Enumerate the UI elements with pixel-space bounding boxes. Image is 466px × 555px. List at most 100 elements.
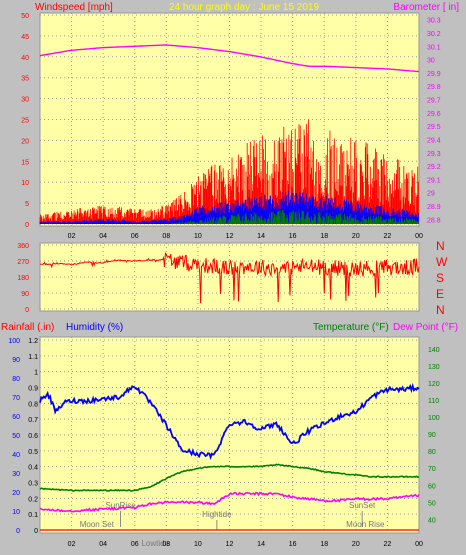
barometer-line	[39, 44, 420, 73]
direction-y-tick: 0	[25, 307, 29, 314]
humidity-grid	[40, 337, 420, 533]
rain-y-tick: 0.3	[28, 481, 38, 488]
barometer-y-tick: 29.2	[427, 164, 441, 171]
compass-label: N	[436, 239, 445, 253]
windspeed-header: Windspeed [mph]	[35, 2, 113, 13]
humidity-line	[39, 382, 420, 461]
direction-y-tick: 90	[21, 291, 29, 298]
rain-y-tick: 0.9	[28, 386, 38, 393]
temperature-line	[39, 463, 420, 492]
direction-series	[39, 252, 420, 304]
wind-x-tick: 04	[99, 233, 107, 240]
rain-y-tick: 0.1	[28, 512, 38, 519]
humidity-series	[39, 382, 420, 531]
dewpoint-line	[39, 491, 420, 513]
astro-label: Lowtide	[141, 539, 169, 548]
wind-y-tick: 25	[21, 118, 29, 125]
rain-y-tick: 0.6	[28, 433, 38, 440]
humidity-y-tick: 40	[12, 452, 20, 459]
barometer-y-tick: 29.7	[427, 98, 441, 105]
barometer-y-tick: 29.1	[427, 177, 441, 184]
wind-series	[39, 44, 420, 224]
humidity-x-tick: 04	[99, 541, 107, 548]
barometer-y-tick: 30	[427, 58, 435, 65]
wind-x-tick: 14	[257, 233, 265, 240]
humidity-axes: 0 0.1 0.2 0.3 0.4 0.5 0.6 0.7 0.8 0.9 1 1.1 1.2 0 10 20…	[8, 338, 439, 548]
wind-x-tick: 00	[415, 233, 423, 240]
temp-y-tick: 130	[428, 364, 440, 371]
wind-x-tick: 22	[384, 233, 392, 240]
astro-label: SunSet	[349, 501, 376, 510]
temperature-header: Temperature (°F)	[313, 322, 389, 333]
wind-x-tick: 10	[194, 233, 202, 240]
humidity-x-tick: 18	[320, 541, 328, 548]
temp-y-tick: 100	[428, 415, 440, 422]
wind-x-tick: 12	[226, 233, 234, 240]
direction-y-tick: 270	[17, 259, 29, 266]
humidity-x-tick: 22	[384, 541, 392, 548]
direction-y-tick: 360	[17, 243, 29, 250]
compass-label: N	[436, 303, 445, 317]
temp-y-tick: 110	[428, 398, 439, 405]
humidity-y-tick: 50	[12, 433, 20, 440]
wind-x-tick: 18	[320, 233, 328, 240]
barometer-y-tick: 30.2	[427, 31, 441, 38]
wind-y-tick: 5	[25, 201, 29, 208]
humidity-x-tick: 08	[162, 541, 170, 548]
temp-y-tick: 40	[428, 517, 436, 524]
direction-y-tick: 180	[17, 275, 29, 282]
compass-label: W	[436, 255, 448, 269]
wind-x-tick: 08	[162, 233, 170, 240]
rain-y-tick: 1	[34, 370, 38, 377]
wind-y-tick: 50	[21, 13, 29, 20]
wind-y-tick: 45	[21, 34, 29, 41]
humidity-header: Humidity (%)	[66, 322, 123, 333]
temp-y-tick: 60	[428, 483, 436, 490]
rain-y-tick: 1.1	[28, 354, 38, 361]
wind-y-tick: 10	[21, 180, 29, 187]
rain-y-tick: 0.2	[28, 496, 38, 503]
wind-y-tick: 35	[21, 76, 29, 83]
temp-y-tick: 80	[428, 449, 436, 456]
wind-y-tick: 0	[25, 222, 29, 229]
compass-label: E	[436, 287, 444, 301]
humidity-y-tick: 60	[12, 414, 20, 421]
astro-label: SunRise	[105, 501, 136, 510]
humidity-x-tick: 02	[68, 541, 76, 548]
wind-x-tick: 20	[352, 233, 360, 240]
humidity-y-tick: 80	[12, 376, 20, 383]
barometer-y-tick: 29	[427, 191, 435, 198]
barometer-y-tick: 29.5	[427, 124, 441, 131]
rain-y-tick: 0	[34, 528, 38, 535]
barometer-header: Barometer [ in]	[393, 2, 459, 13]
humidity-x-tick: 06	[131, 541, 139, 548]
barometer-y-tick: 30.1	[427, 44, 441, 51]
wind-y-tick: 20	[21, 138, 29, 145]
astro-label: Moon Rise	[346, 520, 385, 529]
barometer-y-tick: 30.3	[427, 18, 441, 25]
astro-label: Moon Set	[80, 520, 115, 529]
humidity-y-tick: 10	[12, 509, 20, 516]
dewpoint-header: Dew Point (°F)	[393, 322, 458, 333]
humidity-y-tick: 90	[12, 357, 20, 364]
temp-y-tick: 50	[428, 500, 436, 507]
rain-y-tick: 0.5	[28, 449, 38, 456]
wind-axes: 0 5 10 15 20 25 30 35 40 45 50 28.8 28.9 29 29.1 29.2 29…	[21, 13, 441, 240]
temp-y-tick: 70	[428, 466, 436, 473]
wind-y-tick: 15	[21, 159, 29, 166]
humidity-y-tick: 30	[12, 471, 20, 478]
barometer-y-tick: 28.9	[427, 204, 441, 211]
wind-y-tick: 40	[21, 55, 29, 62]
humidity-x-tick: 16	[289, 541, 297, 548]
humidity-y-tick: 70	[12, 395, 20, 402]
wind-x-tick: 02	[68, 233, 76, 240]
rain-y-tick: 1.2	[28, 338, 38, 345]
rain-y-tick: 0.7	[28, 417, 38, 424]
temp-y-tick: 120	[428, 381, 440, 388]
temp-y-tick: 90	[428, 432, 436, 439]
humidity-y-tick: 20	[12, 490, 20, 497]
wind-x-tick: 06	[131, 233, 139, 240]
humidity-y-tick: 100	[8, 338, 20, 345]
